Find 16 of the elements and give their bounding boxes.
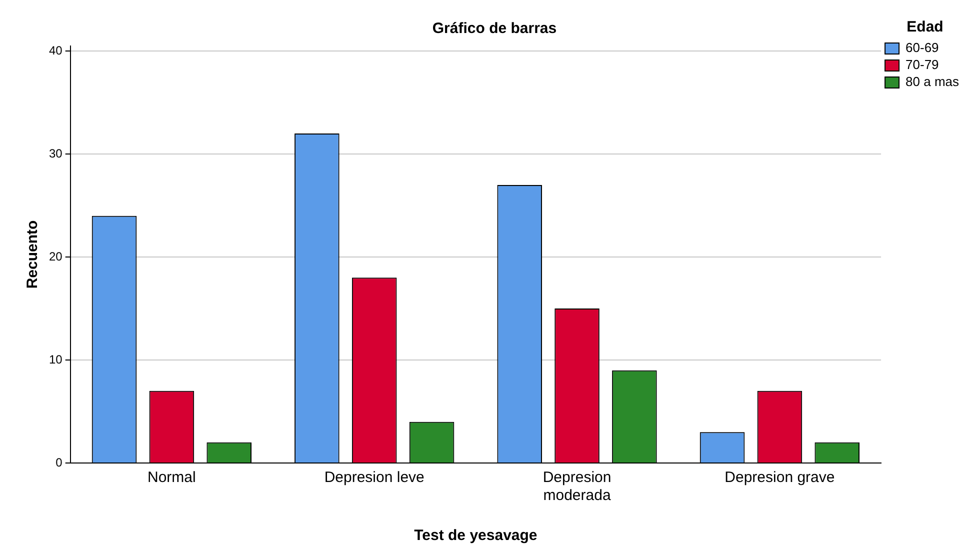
y-tick-label: 10 (48, 352, 63, 366)
y-tick-label: 0 (56, 455, 63, 470)
legend-label: 80 a mas (906, 74, 960, 90)
legend-label: 70-79 (906, 57, 939, 72)
x-tick-label: Depresion moderada (542, 469, 612, 504)
x-tick-label: Normal (148, 469, 196, 486)
legend-label: 60-69 (906, 40, 939, 56)
y-axis-title: Recuento (24, 220, 42, 289)
y-tick-label: 40 (48, 43, 63, 58)
y-tick-label: 30 (48, 146, 63, 160)
chart-title: Gráfico de barras (432, 20, 557, 38)
x-tick-label: Depresion leve (324, 469, 424, 486)
legend-title: Edad (906, 18, 944, 36)
y-tick-label: 20 (48, 249, 63, 264)
x-tick-label: Depresion grave (724, 469, 835, 486)
x-axis-title: Test de yesavage (414, 527, 538, 544)
